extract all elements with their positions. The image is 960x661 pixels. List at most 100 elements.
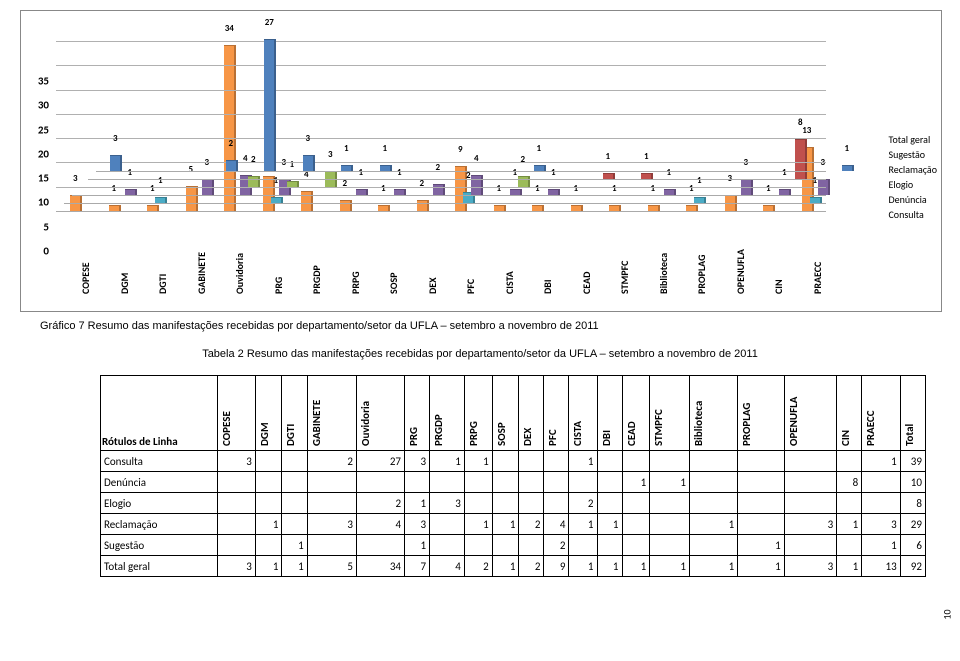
table-cell	[544, 472, 569, 493]
table-cell: 3	[405, 514, 430, 535]
table-cell: 2	[307, 451, 356, 472]
table-cell	[569, 535, 597, 556]
bar-value-label: 1	[489, 183, 509, 194]
x-category-label: PRG	[272, 277, 285, 294]
table-row: Consulta32273111139	[101, 451, 926, 472]
x-category-label: CISTA	[503, 271, 516, 294]
table-cell	[519, 451, 544, 472]
legend-item: Sugestão	[888, 148, 937, 161]
bar	[609, 205, 621, 211]
table-cell: 1	[464, 514, 492, 535]
table-cell	[650, 535, 690, 556]
bar	[795, 139, 807, 179]
table-cell	[622, 535, 650, 556]
table-cell: 1	[492, 556, 519, 577]
table-cell: 1	[622, 472, 650, 493]
table-cell: 2	[519, 556, 544, 577]
bar-value-label: 1	[282, 159, 302, 170]
table-caption: Tabela 2 Resumo das manifestações recebi…	[0, 348, 960, 360]
table-cell	[622, 493, 650, 514]
summary-table: Rótulos de LinhaCOPESEDGMDGTIGABINETEOuv…	[100, 375, 926, 577]
bar	[394, 189, 406, 195]
table-cell	[255, 535, 282, 556]
table-cell	[738, 451, 784, 472]
table-cell: 29	[900, 514, 925, 535]
bar	[571, 205, 583, 211]
table-row: Sugestão112116	[101, 535, 926, 556]
table-cell	[519, 472, 544, 493]
y-tick: 25	[21, 123, 49, 136]
table-cell: 1	[405, 493, 430, 514]
bar	[534, 165, 546, 171]
table-cell: 1	[464, 451, 492, 472]
x-category-label: Biblioteca	[657, 253, 670, 294]
bar-value-label: 1	[837, 143, 857, 154]
table-cell	[597, 451, 622, 472]
x-category-label: DEX	[426, 277, 439, 294]
table-cell: 3	[307, 514, 356, 535]
bar	[226, 160, 238, 171]
table-cell: 1	[282, 535, 307, 556]
bar-value-label: 3	[65, 173, 85, 184]
table-cell: 10	[900, 472, 925, 493]
table-cell	[738, 472, 784, 493]
table-cell	[837, 535, 862, 556]
bar-value-label: 1	[529, 143, 549, 154]
bar-value-label: 1	[598, 151, 618, 162]
table-cell	[622, 514, 650, 535]
bar	[356, 189, 368, 195]
table-cell	[544, 493, 569, 514]
table-cell	[492, 535, 519, 556]
page: 05101520253035 3115347421291111113113112…	[0, 0, 960, 661]
table-cell	[689, 451, 737, 472]
table-cell	[307, 472, 356, 493]
table-cell	[255, 451, 282, 472]
table-cell	[738, 514, 784, 535]
bar	[340, 200, 352, 211]
table-row-header: Consulta	[101, 451, 218, 472]
table-column-header: OPENUFLA	[784, 376, 836, 451]
table-column-header: STMPFC	[650, 376, 690, 451]
bar	[510, 189, 522, 195]
y-tick: 10	[21, 196, 49, 209]
table-cell: 1	[862, 535, 901, 556]
legend-item: Consulta	[888, 208, 937, 221]
table-row: Denúncia11810	[101, 472, 926, 493]
bar	[271, 197, 283, 203]
bar-value-label: 1	[389, 167, 409, 178]
table-cell: 3	[218, 451, 256, 472]
bar-value-label: 1	[774, 167, 794, 178]
y-tick: 5	[21, 220, 49, 233]
bar	[548, 189, 560, 195]
table-cell	[862, 493, 901, 514]
table-cell	[597, 493, 622, 514]
bar	[494, 205, 506, 211]
table-cell	[492, 493, 519, 514]
bar-value-label: 1	[643, 183, 663, 194]
bar	[341, 165, 353, 171]
table-column-header: PRG	[405, 376, 430, 451]
bar-value-label: 1	[120, 167, 140, 178]
chart-3d-bar: 05101520253035 3115347421291111113113112…	[20, 10, 942, 312]
table-column-header: SOSP	[492, 376, 519, 451]
table-cell	[837, 493, 862, 514]
table-cell: 1	[622, 556, 650, 577]
bar-value-label: 2	[513, 154, 533, 165]
table-cell: 1	[569, 514, 597, 535]
table-cell: 3	[862, 514, 901, 535]
table-cell: 1	[738, 556, 784, 577]
table-cell: 2	[544, 535, 569, 556]
table-row-header: Sugestão	[101, 535, 218, 556]
table-cell	[492, 451, 519, 472]
table-cell	[544, 451, 569, 472]
legend-item: Total geral	[888, 133, 937, 146]
y-tick: 30	[21, 99, 49, 112]
bar	[248, 176, 260, 187]
table-cell	[430, 535, 465, 556]
table-column-header: CIN	[837, 376, 862, 451]
table-cell: 9	[544, 556, 569, 577]
table-cell: 1	[255, 514, 282, 535]
bar-value-label: 1	[758, 183, 778, 194]
table-cell	[356, 472, 404, 493]
bar	[110, 155, 122, 171]
